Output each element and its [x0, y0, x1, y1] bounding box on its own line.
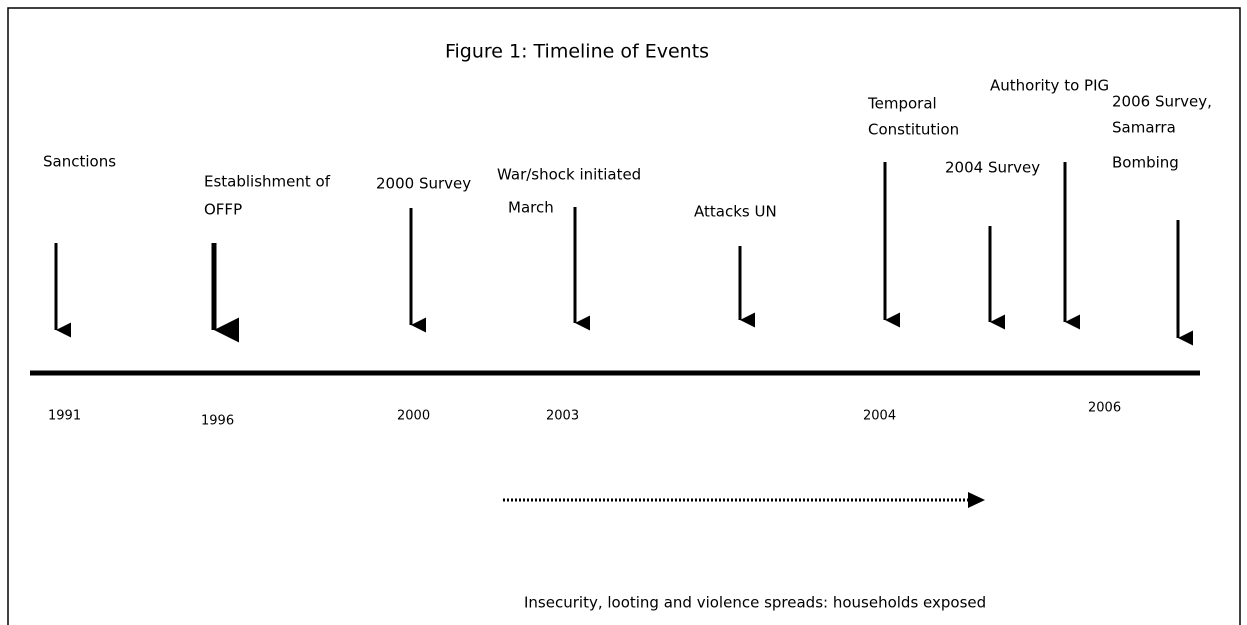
event-label: Temporal — [867, 95, 937, 113]
year-label: 2006 — [1088, 401, 1121, 416]
note: Insecurity, looting and violence spreads… — [524, 594, 986, 612]
event-label: Constitution — [868, 121, 959, 139]
event-label: Samarra — [1112, 119, 1176, 137]
year-label: 2003 — [546, 409, 579, 424]
event-label: March — [508, 199, 554, 217]
year-label: 1996 — [201, 414, 234, 429]
event-label: Authority to PIG — [990, 77, 1109, 95]
frame — [7, 7, 1241, 625]
year-label: 2004 — [863, 409, 896, 424]
title: Figure 1: Timeline of Events — [445, 41, 709, 63]
dotted-arrow-head — [968, 492, 985, 508]
event-label: 2006 Survey, — [1112, 93, 1212, 111]
event-label: 2004 Survey — [945, 159, 1040, 177]
event-label: OFFP — [204, 201, 242, 219]
year-label: 2000 — [397, 409, 430, 424]
event-label: Sanctions — [43, 153, 116, 171]
year-label: 1991 — [48, 409, 81, 424]
event-label: Establishment of — [204, 173, 331, 191]
event-label: Bombing — [1112, 154, 1179, 172]
event-label: Attacks UN — [694, 203, 777, 221]
event-label: War/shock initiated — [497, 166, 641, 184]
event-label: 2000 Survey — [376, 175, 471, 193]
